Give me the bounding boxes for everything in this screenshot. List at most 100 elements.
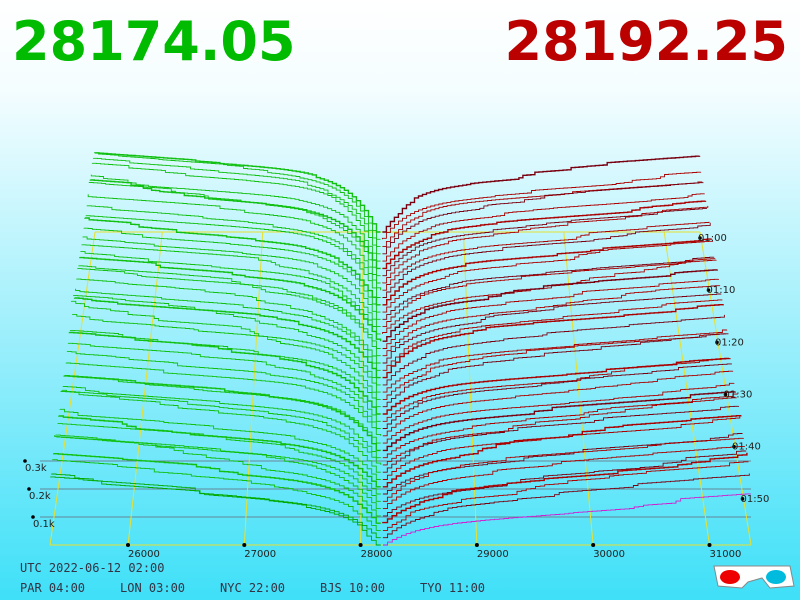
price-tick-label: 26000 — [128, 549, 160, 560]
ask-depth-line — [382, 155, 701, 233]
ask-depth-line — [382, 393, 738, 466]
bid-depth-line — [57, 423, 381, 495]
ask-depth-line — [382, 304, 724, 379]
ask-depth-line — [382, 382, 735, 444]
time-tick — [723, 392, 728, 397]
ask-depth-line — [382, 258, 716, 328]
right-frame — [699, 231, 752, 546]
bid-depth-line — [85, 215, 381, 298]
ask-depth-line — [382, 221, 710, 291]
bid-depth-line — [72, 313, 381, 393]
depth-tick-label: 0.2k — [29, 491, 51, 502]
bid-depth-line — [88, 182, 381, 277]
bid-depth-line — [67, 342, 381, 422]
ask-depth-line — [382, 256, 715, 320]
price-grid-line — [360, 231, 364, 546]
bid-depth-line — [69, 329, 381, 408]
bid-depth-line — [59, 408, 381, 480]
ask-depth-line — [382, 182, 704, 255]
time-tick — [706, 288, 711, 292]
bid-depth-line — [75, 288, 381, 371]
ask-depth-line — [382, 450, 747, 517]
time-tick-label: 01:40 — [732, 442, 761, 453]
ask-depth-line — [382, 193, 705, 262]
time-tick — [740, 497, 745, 501]
zone-clock: BJS 10:00 — [320, 581, 385, 595]
utc-clock: UTC 2022-06-12 02:00 — [20, 561, 165, 575]
bid-depth-line — [90, 174, 381, 262]
ask-depth-line — [382, 285, 721, 357]
ask-depth-line — [381, 171, 702, 240]
bid-depth-line — [60, 391, 381, 473]
ask-depth-line — [382, 222, 711, 298]
time-tick-label: 01:20 — [715, 337, 744, 348]
bid-depth-line — [73, 294, 381, 386]
bid-depth-line — [93, 152, 381, 240]
price-tick — [474, 543, 479, 547]
3d-glasses — [713, 565, 795, 589]
zone-clock: LON 03:00 — [120, 581, 185, 595]
left-frame — [49, 231, 96, 546]
ask-depth-line — [382, 437, 744, 502]
price-grid-line — [127, 231, 163, 546]
price-grid-line — [663, 231, 710, 546]
depth-tick-label: 0.1k — [33, 519, 55, 530]
bid-depth-line — [70, 300, 381, 400]
ask-depth-line — [382, 205, 709, 284]
ask-depth-line — [382, 397, 737, 459]
price-tick — [126, 543, 130, 547]
bid-depth-line — [94, 152, 381, 233]
bid-depth-line — [65, 362, 382, 436]
ask-depth-line — [382, 461, 749, 531]
ask-depth-line — [382, 391, 736, 452]
depth-tick — [27, 487, 31, 491]
bid-depth-line — [78, 265, 381, 349]
bid-depth-line — [81, 244, 381, 328]
ask-depth-line — [382, 314, 725, 386]
price-tick-label: 27000 — [244, 549, 276, 560]
ask-depth-line — [382, 452, 748, 524]
bid-depth-line — [73, 297, 381, 379]
bid-depth-line — [55, 434, 381, 510]
price-grid-line — [243, 231, 264, 546]
time-tick-label: 01:00 — [698, 233, 727, 244]
bid-depth-line — [89, 179, 381, 270]
zone-clock: NYC 22:00 — [220, 581, 285, 595]
price-tick-label: 29000 — [477, 549, 509, 560]
bid-depth-line — [77, 268, 381, 357]
bid-depth-line — [62, 386, 381, 459]
ask-depth-line — [382, 370, 734, 437]
ask-depth-line — [382, 293, 722, 364]
ask-depth-line — [382, 363, 732, 429]
depth-tick — [23, 459, 27, 463]
ask-depth-line — [382, 240, 714, 313]
bid-depth-line — [80, 251, 381, 335]
bid-depth-line — [66, 351, 381, 429]
time-tick-label: 01:10 — [707, 285, 736, 296]
zone-clock: TYO 11:00 — [420, 581, 485, 595]
price-tick-label: 30000 — [593, 549, 625, 560]
time-tick — [698, 236, 702, 240]
ask-depth-line — [382, 333, 727, 393]
ask-depth-line — [382, 415, 742, 488]
ask-depth-line — [382, 473, 750, 539]
ask-depth-line — [382, 333, 729, 408]
bid-depth-line — [63, 375, 381, 452]
bid-depth-line — [87, 194, 381, 284]
bid-price: 28174.05 — [12, 10, 296, 73]
time-tick-label: 01:50 — [741, 494, 770, 505]
labels: 0.3k 0.2k 0.1k 26000 27000 28000 29000 30000 310… — [23, 233, 769, 560]
price-tick-label: 31000 — [710, 549, 742, 560]
bid-depth-line — [92, 157, 381, 248]
bid-depth-line — [82, 236, 381, 320]
bid-depth-line — [91, 162, 381, 255]
depth-curves — [50, 152, 751, 546]
bid-depth-line — [84, 217, 381, 306]
bid-depth-line — [79, 256, 382, 342]
bid-depth-line — [51, 473, 381, 539]
price-tick — [358, 543, 363, 547]
price-tick — [707, 543, 712, 547]
price-tick — [242, 543, 247, 547]
